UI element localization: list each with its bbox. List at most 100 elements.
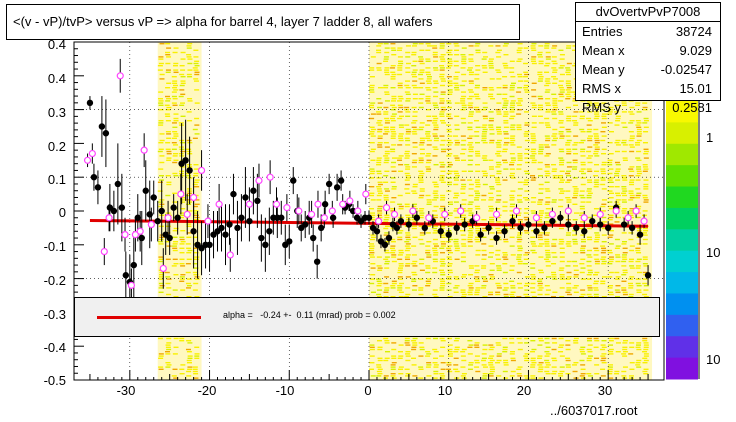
density-cell bbox=[467, 293, 473, 296]
density-cell bbox=[467, 164, 473, 166]
data-point-filled bbox=[238, 214, 245, 221]
density-cell bbox=[453, 238, 459, 241]
density-cell bbox=[186, 56, 192, 58]
density-cell bbox=[172, 353, 178, 355]
density-cell bbox=[565, 47, 571, 49]
density-cell bbox=[523, 71, 529, 73]
density-cell bbox=[376, 161, 382, 164]
data-point-filled bbox=[620, 221, 628, 228]
density-cell bbox=[636, 289, 642, 291]
density-cell bbox=[391, 342, 397, 344]
density-cell bbox=[566, 62, 572, 65]
density-cell bbox=[432, 192, 438, 194]
density-cell bbox=[158, 357, 164, 359]
density-cell bbox=[530, 243, 536, 245]
density-cell bbox=[439, 216, 445, 219]
density-cell bbox=[384, 340, 390, 342]
density-cell bbox=[643, 153, 649, 155]
fit-legend-text: alpha = -0.24 +- 0.11 (mrad) prob = 0.00… bbox=[223, 310, 396, 320]
density-cell bbox=[390, 373, 396, 375]
density-cell bbox=[432, 146, 438, 148]
density-cell bbox=[172, 289, 178, 291]
density-cell bbox=[573, 362, 579, 364]
density-cell bbox=[608, 337, 614, 340]
palette-step bbox=[666, 314, 698, 337]
density-cell bbox=[165, 109, 171, 111]
density-cell bbox=[390, 208, 396, 210]
density-cell bbox=[523, 181, 529, 183]
density-cell bbox=[523, 230, 529, 232]
density-cell bbox=[158, 368, 164, 370]
density-cell bbox=[481, 65, 487, 67]
density-cell bbox=[558, 87, 564, 89]
density-cell bbox=[192, 128, 198, 131]
density-cell bbox=[468, 106, 474, 109]
density-cell bbox=[628, 192, 634, 194]
density-cell bbox=[601, 260, 607, 263]
density-cell bbox=[426, 45, 432, 47]
density-cell bbox=[572, 120, 578, 122]
density-cell bbox=[171, 91, 177, 93]
density-cell bbox=[614, 221, 620, 223]
density-cell bbox=[425, 155, 431, 157]
density-cell bbox=[566, 87, 572, 89]
density-cell bbox=[384, 351, 390, 353]
density-cell bbox=[642, 238, 648, 241]
density-cell bbox=[572, 238, 578, 241]
density-cell bbox=[488, 373, 494, 375]
density-cell bbox=[530, 47, 536, 49]
density-cell bbox=[537, 280, 543, 282]
density-cell bbox=[523, 183, 529, 186]
density-cell bbox=[622, 355, 628, 357]
density-cell bbox=[474, 199, 480, 201]
density-cell bbox=[495, 166, 501, 168]
density-cell bbox=[454, 84, 460, 87]
density-cell bbox=[384, 170, 390, 172]
density-cell bbox=[621, 287, 627, 289]
density-cell bbox=[391, 73, 397, 76]
density-cell bbox=[482, 67, 488, 69]
density-cell bbox=[572, 148, 578, 150]
density-cell bbox=[447, 296, 453, 298]
density-cell bbox=[586, 150, 592, 153]
density-cell bbox=[419, 172, 425, 175]
density-cell bbox=[516, 368, 522, 370]
palette-step bbox=[666, 207, 698, 230]
density-cell bbox=[621, 210, 627, 212]
density-cell bbox=[398, 249, 404, 252]
density-cell bbox=[432, 293, 438, 296]
density-cell bbox=[593, 287, 599, 289]
density-cell bbox=[489, 208, 495, 210]
density-cell bbox=[166, 181, 172, 183]
data-point-open bbox=[100, 247, 108, 256]
density-cell bbox=[601, 340, 607, 342]
density-cell bbox=[433, 351, 439, 353]
z-tick-label: 10 bbox=[706, 245, 721, 260]
density-cell bbox=[622, 293, 628, 296]
density-cell bbox=[377, 120, 383, 122]
density-cell bbox=[537, 161, 543, 164]
density-cell bbox=[614, 247, 620, 249]
density-cell bbox=[376, 111, 382, 113]
density-cell bbox=[418, 78, 424, 80]
density-cell bbox=[370, 159, 376, 161]
density-cell bbox=[628, 139, 634, 142]
density-cell bbox=[572, 186, 578, 188]
density-cell bbox=[390, 375, 396, 377]
density-cell bbox=[468, 282, 474, 285]
density-cell bbox=[157, 260, 163, 263]
density-cell bbox=[503, 111, 509, 113]
density-cell bbox=[370, 291, 376, 293]
density-cell bbox=[391, 186, 397, 188]
density-cell bbox=[558, 93, 564, 95]
density-cell bbox=[439, 337, 445, 340]
density-cell bbox=[503, 120, 509, 122]
density-cell bbox=[426, 353, 432, 355]
density-cell bbox=[572, 234, 578, 236]
density-cell bbox=[158, 104, 164, 106]
density-cell bbox=[481, 126, 487, 128]
density-cell bbox=[432, 181, 438, 183]
density-cell bbox=[179, 252, 185, 254]
density-cell bbox=[544, 91, 550, 93]
density-cell bbox=[551, 144, 557, 146]
